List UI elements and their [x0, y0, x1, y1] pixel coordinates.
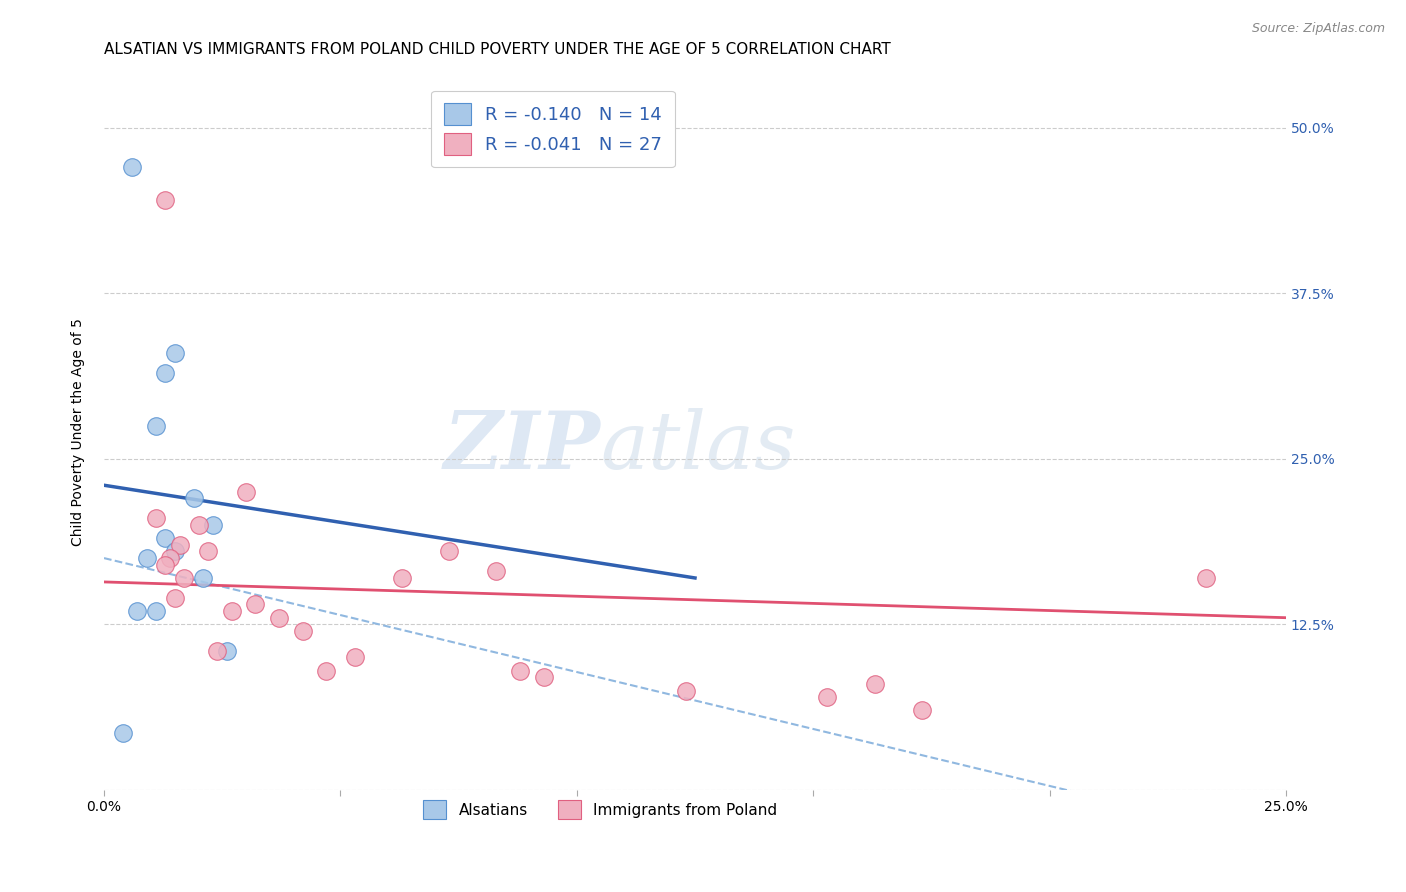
Point — [127, 604, 149, 618]
Point — [155, 558, 177, 572]
Point — [863, 677, 886, 691]
Point — [155, 366, 177, 380]
Point — [163, 544, 186, 558]
Point — [245, 598, 267, 612]
Point — [163, 591, 186, 605]
Point — [145, 604, 167, 618]
Point — [207, 644, 229, 658]
Point — [197, 544, 219, 558]
Point — [135, 551, 157, 566]
Point — [155, 531, 177, 545]
Point — [315, 664, 337, 678]
Point — [121, 161, 143, 175]
Point — [215, 644, 238, 658]
Text: ALSATIAN VS IMMIGRANTS FROM POLAND CHILD POVERTY UNDER THE AGE OF 5 CORRELATION : ALSATIAN VS IMMIGRANTS FROM POLAND CHILD… — [104, 42, 891, 57]
Point — [485, 565, 508, 579]
Point — [267, 610, 290, 624]
Point — [1195, 571, 1218, 585]
Point — [675, 683, 697, 698]
Point — [437, 544, 460, 558]
Point — [169, 538, 191, 552]
Point — [145, 418, 167, 433]
Point — [221, 604, 243, 618]
Text: Source: ZipAtlas.com: Source: ZipAtlas.com — [1251, 22, 1385, 36]
Point — [235, 484, 257, 499]
Text: atlas: atlas — [600, 408, 796, 485]
Point — [145, 511, 167, 525]
Point — [183, 491, 205, 506]
Legend: Alsatians, Immigrants from Poland: Alsatians, Immigrants from Poland — [418, 795, 783, 825]
Point — [911, 703, 934, 717]
Point — [533, 670, 555, 684]
Point — [343, 650, 366, 665]
Point — [163, 345, 186, 359]
Point — [155, 194, 177, 208]
Text: ZIP: ZIP — [443, 408, 600, 485]
Point — [111, 726, 134, 740]
Point — [201, 518, 224, 533]
Point — [193, 571, 215, 585]
Point — [173, 571, 195, 585]
Point — [159, 551, 181, 566]
Point — [187, 518, 209, 533]
Point — [815, 690, 838, 705]
Point — [291, 624, 314, 638]
Point — [391, 571, 413, 585]
Y-axis label: Child Poverty Under the Age of 5: Child Poverty Under the Age of 5 — [72, 318, 86, 546]
Point — [509, 664, 531, 678]
